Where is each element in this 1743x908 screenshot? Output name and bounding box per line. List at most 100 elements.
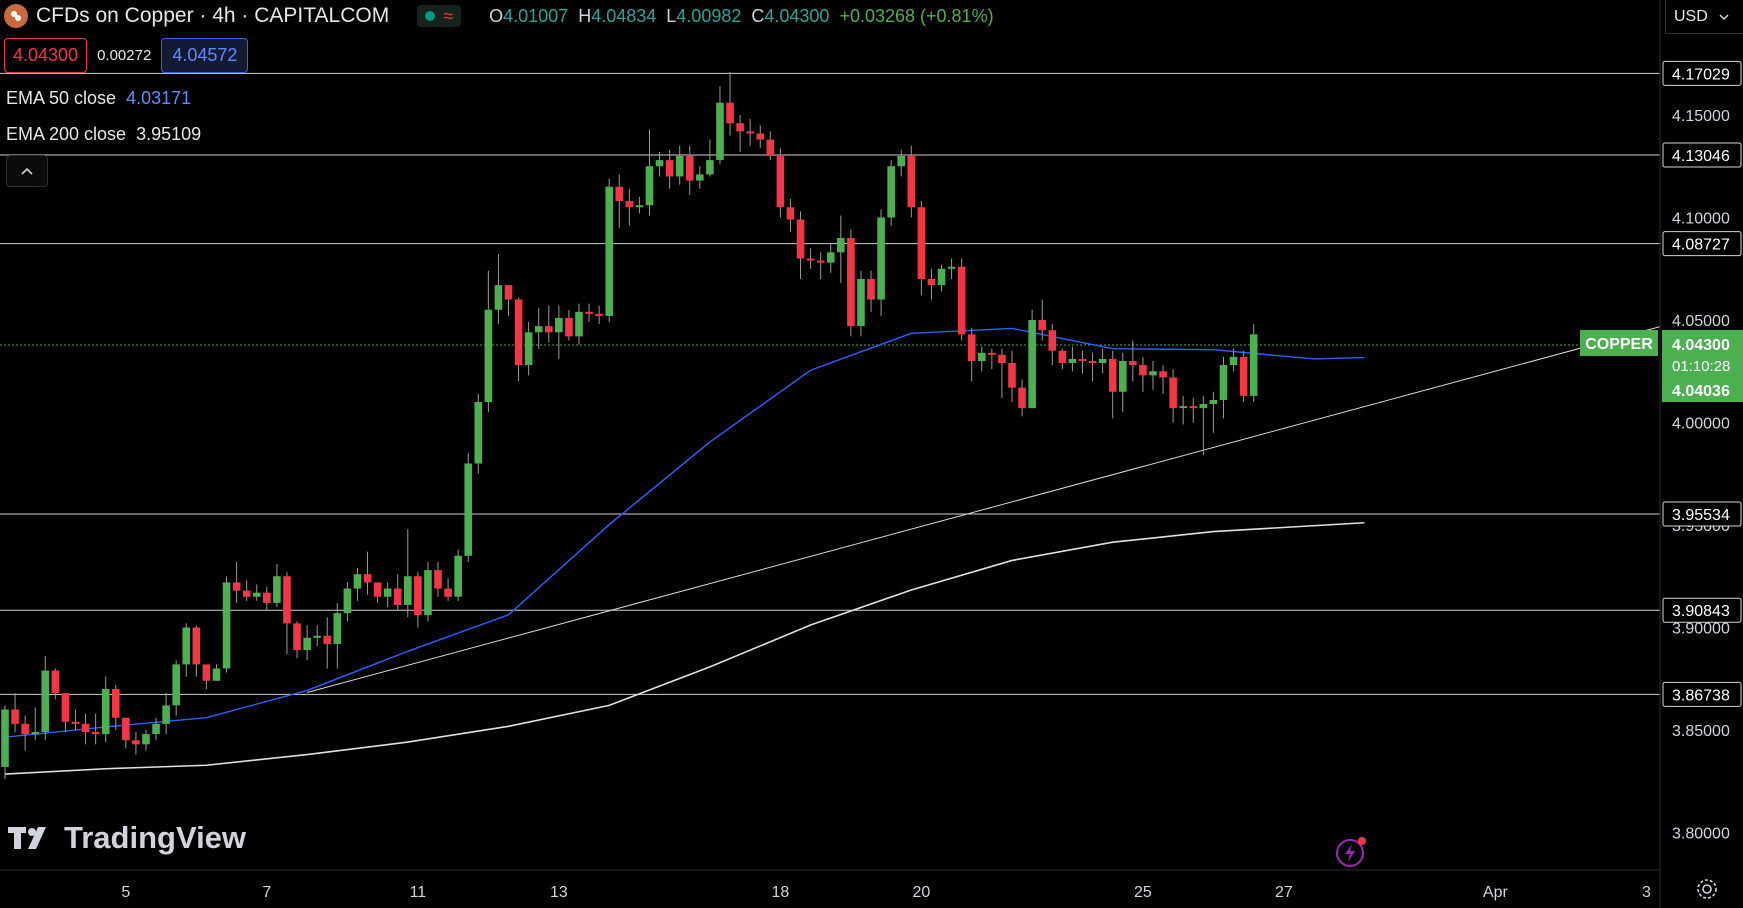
candle-71[interactable] bbox=[716, 86, 724, 165]
candle-18[interactable] bbox=[182, 623, 191, 677]
candle-36[interactable] bbox=[363, 551, 372, 595]
candle-69[interactable] bbox=[696, 166, 704, 189]
candle-101[interactable] bbox=[1018, 379, 1026, 417]
candle-60[interactable] bbox=[605, 178, 613, 323]
candle-50[interactable] bbox=[504, 285, 513, 316]
candle-17[interactable] bbox=[172, 660, 180, 716]
candle-6[interactable] bbox=[61, 693, 70, 733]
candle-87[interactable] bbox=[877, 209, 885, 316]
candle-122[interactable] bbox=[1229, 348, 1238, 372]
candle-109[interactable] bbox=[1098, 348, 1107, 374]
candle-3[interactable] bbox=[31, 707, 40, 741]
candle-112[interactable] bbox=[1129, 340, 1137, 382]
candle-89[interactable] bbox=[897, 149, 906, 177]
candle-2[interactable] bbox=[21, 715, 29, 751]
candle-91[interactable] bbox=[917, 201, 926, 296]
sell-button[interactable]: 4.04300 bbox=[4, 38, 88, 73]
candle-42[interactable] bbox=[424, 561, 432, 622]
indicator-ema200[interactable]: EMA 200 close 3.95109 bbox=[6, 124, 201, 145]
candle-85[interactable] bbox=[857, 270, 865, 337]
candle-53[interactable] bbox=[534, 307, 543, 349]
candle-38[interactable] bbox=[383, 582, 392, 607]
candle-59[interactable] bbox=[595, 305, 603, 325]
candle-56[interactable] bbox=[565, 309, 573, 341]
candle-31[interactable] bbox=[313, 625, 321, 646]
candle-111[interactable] bbox=[1118, 352, 1127, 413]
candle-35[interactable] bbox=[353, 568, 362, 601]
copper-tag[interactable]: COPPER bbox=[1580, 330, 1658, 356]
candle-93[interactable] bbox=[937, 264, 946, 292]
candle-25[interactable] bbox=[252, 584, 261, 601]
candle-21[interactable] bbox=[212, 664, 221, 681]
candle-30[interactable] bbox=[303, 625, 311, 661]
candle-123[interactable] bbox=[1239, 350, 1248, 402]
candle-7[interactable] bbox=[71, 709, 80, 731]
candle-43[interactable] bbox=[434, 561, 442, 597]
candle-97[interactable] bbox=[977, 346, 986, 372]
candle-44[interactable] bbox=[444, 578, 452, 601]
candle-20[interactable] bbox=[202, 664, 211, 689]
candle-14[interactable] bbox=[142, 730, 150, 751]
candle-86[interactable] bbox=[867, 270, 875, 312]
candle-108[interactable] bbox=[1088, 352, 1097, 382]
indicator-ema50[interactable]: EMA 50 close 4.03171 bbox=[6, 88, 191, 109]
candle-114[interactable] bbox=[1149, 361, 1157, 390]
candle-96[interactable] bbox=[967, 328, 976, 382]
candle-10[interactable] bbox=[101, 676, 110, 743]
candle-73[interactable] bbox=[736, 115, 744, 152]
candle-63[interactable] bbox=[635, 197, 644, 214]
candle-78[interactable] bbox=[786, 199, 795, 232]
candle-16[interactable] bbox=[162, 693, 170, 735]
candle-27[interactable] bbox=[273, 563, 281, 607]
candle-37[interactable] bbox=[373, 582, 382, 603]
candle-19[interactable] bbox=[192, 625, 201, 677]
candle-92[interactable] bbox=[927, 268, 936, 300]
candle-98[interactable] bbox=[988, 348, 996, 370]
candle-77[interactable] bbox=[776, 147, 785, 218]
candle-49[interactable] bbox=[494, 254, 503, 325]
candle-45[interactable] bbox=[454, 549, 462, 601]
candle-79[interactable] bbox=[796, 211, 805, 279]
candle-90[interactable] bbox=[907, 145, 916, 218]
settings-gear-icon[interactable] bbox=[1694, 876, 1720, 902]
candle-1[interactable] bbox=[11, 693, 19, 733]
candle-83[interactable] bbox=[837, 215, 845, 284]
candle-105[interactable] bbox=[1058, 348, 1067, 370]
buy-button[interactable]: 4.04572 bbox=[161, 38, 249, 73]
candle-100[interactable] bbox=[1008, 350, 1016, 402]
candle-84[interactable] bbox=[847, 229, 855, 337]
candle-70[interactable] bbox=[706, 139, 714, 177]
candle-9[interactable] bbox=[91, 713, 100, 745]
candle-116[interactable] bbox=[1169, 369, 1177, 423]
candle-61[interactable] bbox=[615, 174, 624, 228]
candle-124[interactable] bbox=[1249, 324, 1258, 402]
candle-117[interactable] bbox=[1179, 395, 1187, 425]
candle-58[interactable] bbox=[585, 303, 593, 323]
candle-102[interactable] bbox=[1028, 309, 1036, 409]
candle-118[interactable] bbox=[1189, 397, 1198, 423]
candle-23[interactable] bbox=[232, 561, 241, 603]
candle-52[interactable] bbox=[524, 322, 533, 376]
candle-33[interactable] bbox=[333, 602, 342, 669]
copper-symbol-icon[interactable] bbox=[4, 4, 28, 28]
candle-76[interactable] bbox=[766, 131, 775, 161]
candle-104[interactable] bbox=[1048, 324, 1057, 366]
candle-15[interactable] bbox=[152, 717, 160, 741]
candle-115[interactable] bbox=[1159, 365, 1167, 394]
candle-34[interactable] bbox=[343, 582, 352, 622]
market-status-pill[interactable]: ≈ bbox=[417, 5, 462, 27]
tradingview-logo[interactable]: TradingView bbox=[8, 820, 246, 856]
candle-41[interactable] bbox=[414, 572, 422, 628]
candle-32[interactable] bbox=[323, 617, 332, 669]
candle-51[interactable] bbox=[514, 297, 523, 382]
candle-28[interactable] bbox=[283, 572, 291, 655]
lightning-icon[interactable] bbox=[1335, 836, 1367, 868]
candle-65[interactable] bbox=[655, 151, 664, 177]
candle-106[interactable] bbox=[1068, 346, 1077, 372]
candle-29[interactable] bbox=[293, 621, 301, 659]
candle-88[interactable] bbox=[887, 160, 895, 226]
candle-5[interactable] bbox=[51, 668, 60, 700]
candle-40[interactable] bbox=[404, 529, 412, 618]
candle-57[interactable] bbox=[575, 303, 583, 345]
